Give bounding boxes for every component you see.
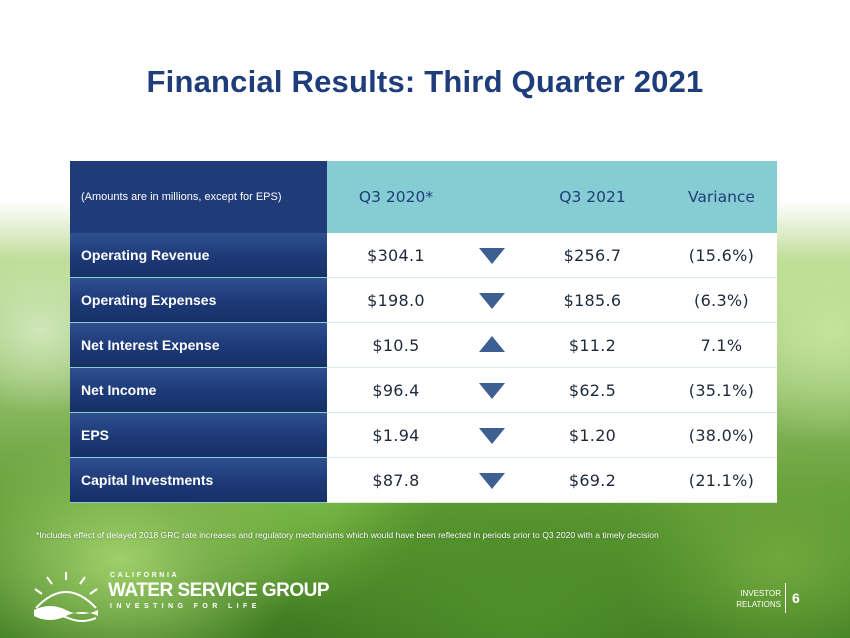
logo-small-text: CALIFORNIA <box>110 572 180 579</box>
row-data-area: $87.8 $69.2 (21.1%) <box>327 458 777 503</box>
variance-value: 7.1% <box>700 335 743 355</box>
q3-2021-cell: $185.6 <box>519 278 666 322</box>
row-data-area: $1.94 $1.20 (38.0%) <box>327 413 777 458</box>
q3-2020-value: $96.4 <box>372 380 420 400</box>
down-arrow-icon <box>479 293 505 309</box>
q3-2021-value: $185.6 <box>563 290 622 310</box>
ir-line-1: INVESTOR <box>740 589 781 598</box>
arrow-cell <box>465 278 519 322</box>
row-label: Capital Investments <box>70 458 327 503</box>
variance-value: (15.6%) <box>688 245 755 265</box>
row-label: Operating Revenue <box>70 233 327 278</box>
sun-water-icon <box>34 572 98 622</box>
down-arrow-icon <box>479 473 505 489</box>
logo-tagline: INVESTING FOR LIFE <box>110 603 261 610</box>
q3-2021-value: $62.5 <box>568 380 617 400</box>
row-label: EPS <box>70 413 327 458</box>
arrow-cell <box>465 368 519 412</box>
q3-2021-cell: $62.5 <box>519 368 666 412</box>
investor-relations-label: INVESTOR RELATIONS <box>726 588 781 610</box>
q3-2021-cell: $11.2 <box>519 323 666 367</box>
q3-2020-cell: $304.1 <box>327 233 465 277</box>
row-data-area: $198.0 $185.6 (6.3%) <box>327 278 777 323</box>
variance-value: (35.1%) <box>688 380 755 400</box>
amounts-note: (Amounts are in millions, except for EPS… <box>70 161 327 233</box>
row-data-area: $304.1 $256.7 (15.6%) <box>327 233 777 278</box>
row-data-area: $96.4 $62.5 (35.1%) <box>327 368 777 413</box>
header-data-area: Q3 2020* Q3 2021 Variance <box>327 161 777 233</box>
q3-2020-cell: $10.5 <box>327 323 465 367</box>
logo-company-name: WATER SERVICE GROUP <box>108 580 330 601</box>
header-q3-2021: Q3 2021 <box>519 161 666 233</box>
company-logo: CALIFORNIA WATER SERVICE GROUP INVESTING… <box>30 570 330 625</box>
row-label: Operating Expenses <box>70 278 327 323</box>
q3-2020-value: $304.1 <box>367 245 425 265</box>
header-variance-label: Variance <box>688 188 755 206</box>
header-variance: Variance <box>666 161 777 233</box>
table-row: Operating Revenue $304.1 $256.7 (15.6%) <box>70 233 777 278</box>
slide-title: Financial Results: Third Quarter 2021 <box>146 64 704 99</box>
variance-cell: (15.6%) <box>666 233 777 277</box>
q3-2020-value: $198.0 <box>367 290 425 310</box>
arrow-cell <box>465 413 519 457</box>
q3-2021-cell: $256.7 <box>519 233 666 277</box>
q3-2020-value: $10.5 <box>372 335 420 355</box>
footnote: *Includes effect of delayed 2018 GRC rat… <box>36 530 659 540</box>
variance-value: (6.3%) <box>694 290 749 310</box>
q3-2020-cell: $198.0 <box>327 278 465 322</box>
q3-2020-cell: $1.94 <box>327 413 465 457</box>
table-row: Net Income $96.4 $62.5 (35.1%) <box>70 368 777 413</box>
arrow-cell <box>465 323 519 367</box>
table-row: Operating Expenses $198.0 $185.6 (6.3%) <box>70 278 777 323</box>
table-row: Capital Investments $87.8 $69.2 (21.1%) <box>70 458 777 503</box>
arrow-cell <box>465 233 519 277</box>
q3-2021-value: $256.7 <box>563 245 622 265</box>
q3-2020-value: $1.94 <box>372 425 420 445</box>
variance-cell: (6.3%) <box>666 278 777 322</box>
financial-results-table: (Amounts are in millions, except for EPS… <box>70 161 777 503</box>
down-arrow-icon <box>479 428 505 444</box>
page-number: 6 <box>792 590 800 606</box>
q3-2020-cell: $87.8 <box>327 458 465 502</box>
q3-2020-value: $87.8 <box>372 470 420 490</box>
down-arrow-icon <box>479 383 505 399</box>
q3-2020-cell: $96.4 <box>327 368 465 412</box>
variance-value: (38.0%) <box>688 425 755 445</box>
header-q3-2020: Q3 2020* <box>327 161 465 233</box>
table-row: EPS $1.94 $1.20 (38.0%) <box>70 413 777 458</box>
q3-2021-value: $69.2 <box>568 470 617 490</box>
row-data-area: $10.5 $11.2 7.1% <box>327 323 777 368</box>
down-arrow-icon <box>479 248 505 264</box>
variance-cell: (21.1%) <box>666 458 777 502</box>
variance-cell: (35.1%) <box>666 368 777 412</box>
ir-line-2: RELATIONS <box>736 600 781 609</box>
header-arrow-spacer <box>465 161 519 233</box>
footer-divider <box>785 583 786 613</box>
header-q3-2021-label: Q3 2021 <box>559 188 626 206</box>
row-label: Net Income <box>70 368 327 413</box>
q3-2021-value: $11.2 <box>568 335 617 355</box>
q3-2021-cell: $1.20 <box>519 413 666 457</box>
variance-cell: (38.0%) <box>666 413 777 457</box>
variance-value: (21.1%) <box>688 470 755 490</box>
arrow-cell <box>465 458 519 502</box>
table-row: Net Interest Expense $10.5 $11.2 7.1% <box>70 323 777 368</box>
q3-2021-cell: $69.2 <box>519 458 666 502</box>
q3-2021-value: $1.20 <box>568 425 617 445</box>
header-q3-2020-label: Q3 2020* <box>358 188 434 206</box>
up-arrow-icon <box>479 336 505 352</box>
table-header-row: (Amounts are in millions, except for EPS… <box>70 161 777 233</box>
row-label: Net Interest Expense <box>70 323 327 368</box>
variance-cell: 7.1% <box>666 323 777 367</box>
